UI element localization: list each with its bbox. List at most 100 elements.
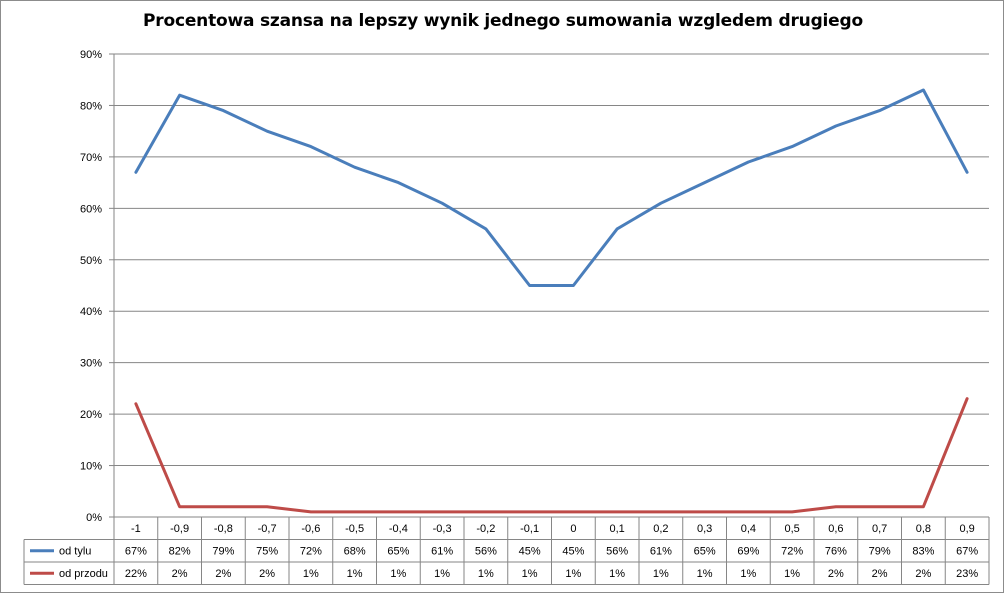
data-label: 23% bbox=[956, 568, 978, 580]
data-point bbox=[616, 227, 619, 230]
data-point bbox=[966, 171, 969, 174]
data-label: 56% bbox=[606, 546, 628, 558]
x-tick-label: 0,1 bbox=[609, 523, 624, 535]
data-label: 72% bbox=[300, 546, 322, 558]
data-label: 76% bbox=[825, 546, 847, 558]
data-label: 67% bbox=[956, 546, 978, 558]
data-point bbox=[309, 145, 312, 148]
data-label: 79% bbox=[212, 546, 234, 558]
y-tick-label: 30% bbox=[80, 358, 102, 370]
y-tick-label: 70% bbox=[80, 152, 102, 164]
data-label: 1% bbox=[740, 568, 756, 580]
data-point bbox=[616, 510, 619, 513]
data-point bbox=[528, 284, 531, 287]
x-tick-label: 0,6 bbox=[828, 523, 843, 535]
data-point bbox=[703, 510, 706, 513]
x-tick-label: 0,8 bbox=[916, 523, 931, 535]
data-label: 1% bbox=[653, 568, 669, 580]
data-point bbox=[222, 109, 225, 112]
data-point bbox=[659, 510, 662, 513]
data-label: 82% bbox=[169, 546, 191, 558]
y-tick-label: 0% bbox=[86, 512, 102, 524]
data-label: 56% bbox=[475, 546, 497, 558]
series-line bbox=[134, 397, 969, 514]
data-label: 1% bbox=[347, 568, 363, 580]
data-point bbox=[747, 161, 750, 164]
data-point bbox=[834, 505, 837, 508]
data-label: 72% bbox=[781, 546, 803, 558]
data-label: 61% bbox=[650, 546, 672, 558]
x-tick-label: 0 bbox=[570, 523, 576, 535]
data-point bbox=[922, 505, 925, 508]
data-point bbox=[484, 227, 487, 230]
data-label: 2% bbox=[915, 568, 931, 580]
data-point bbox=[178, 505, 181, 508]
x-tick-label: -0,6 bbox=[301, 523, 320, 535]
x-tick-label: -0,2 bbox=[476, 523, 495, 535]
data-point bbox=[834, 125, 837, 128]
x-tick-label: 0,2 bbox=[653, 523, 668, 535]
data-label: 45% bbox=[519, 546, 541, 558]
data-point bbox=[528, 510, 531, 513]
data-label: 67% bbox=[125, 546, 147, 558]
data-point bbox=[134, 402, 137, 405]
data-point bbox=[922, 89, 925, 92]
data-label: 65% bbox=[694, 546, 716, 558]
data-label: 69% bbox=[737, 546, 759, 558]
data-label: 2% bbox=[259, 568, 275, 580]
data-point bbox=[966, 397, 969, 400]
data-point bbox=[878, 109, 881, 112]
legend-label: od przodu bbox=[59, 568, 108, 580]
x-tick-label: 0,7 bbox=[872, 523, 887, 535]
legend-label: od tylu bbox=[59, 546, 91, 558]
y-tick-label: 10% bbox=[80, 461, 102, 473]
data-point bbox=[572, 510, 575, 513]
y-tick-label: 50% bbox=[80, 255, 102, 267]
data-point bbox=[266, 505, 269, 508]
data-label: 2% bbox=[872, 568, 888, 580]
data-point bbox=[703, 181, 706, 184]
data-label: 79% bbox=[869, 546, 891, 558]
data-point bbox=[791, 145, 794, 148]
data-label: 65% bbox=[387, 546, 409, 558]
data-label: 1% bbox=[303, 568, 319, 580]
data-point bbox=[441, 202, 444, 205]
x-tick-label: 0,9 bbox=[959, 523, 974, 535]
data-label: 2% bbox=[215, 568, 231, 580]
x-tick-label: -0,9 bbox=[170, 523, 189, 535]
data-label: 1% bbox=[609, 568, 625, 580]
x-tick-label: -0,7 bbox=[258, 523, 277, 535]
data-point bbox=[397, 510, 400, 513]
data-label: 83% bbox=[912, 546, 934, 558]
data-point bbox=[572, 284, 575, 287]
data-point bbox=[134, 171, 137, 174]
data-point bbox=[747, 510, 750, 513]
data-label: 22% bbox=[125, 568, 147, 580]
data-label: 1% bbox=[565, 568, 581, 580]
x-tick-label: -0,3 bbox=[433, 523, 452, 535]
data-label: 61% bbox=[431, 546, 453, 558]
data-point bbox=[266, 130, 269, 133]
data-label: 68% bbox=[344, 546, 366, 558]
series-line bbox=[134, 88, 969, 287]
data-label: 75% bbox=[256, 546, 278, 558]
data-point bbox=[397, 181, 400, 184]
data-label: 45% bbox=[562, 546, 584, 558]
data-point bbox=[222, 505, 225, 508]
data-label: 2% bbox=[172, 568, 188, 580]
data-label: 1% bbox=[478, 568, 494, 580]
data-point bbox=[353, 510, 356, 513]
y-tick-label: 60% bbox=[80, 203, 102, 215]
data-label: 1% bbox=[522, 568, 538, 580]
data-point bbox=[309, 510, 312, 513]
y-tick-label: 80% bbox=[80, 100, 102, 112]
data-label: 1% bbox=[434, 568, 450, 580]
x-tick-label: -1 bbox=[131, 523, 141, 535]
data-label: 1% bbox=[390, 568, 406, 580]
x-tick-label: -0,8 bbox=[214, 523, 233, 535]
data-label: 1% bbox=[697, 568, 713, 580]
chart-title: Procentowa szansa na lepszy wynik jedneg… bbox=[143, 11, 863, 31]
data-label: 2% bbox=[828, 568, 844, 580]
